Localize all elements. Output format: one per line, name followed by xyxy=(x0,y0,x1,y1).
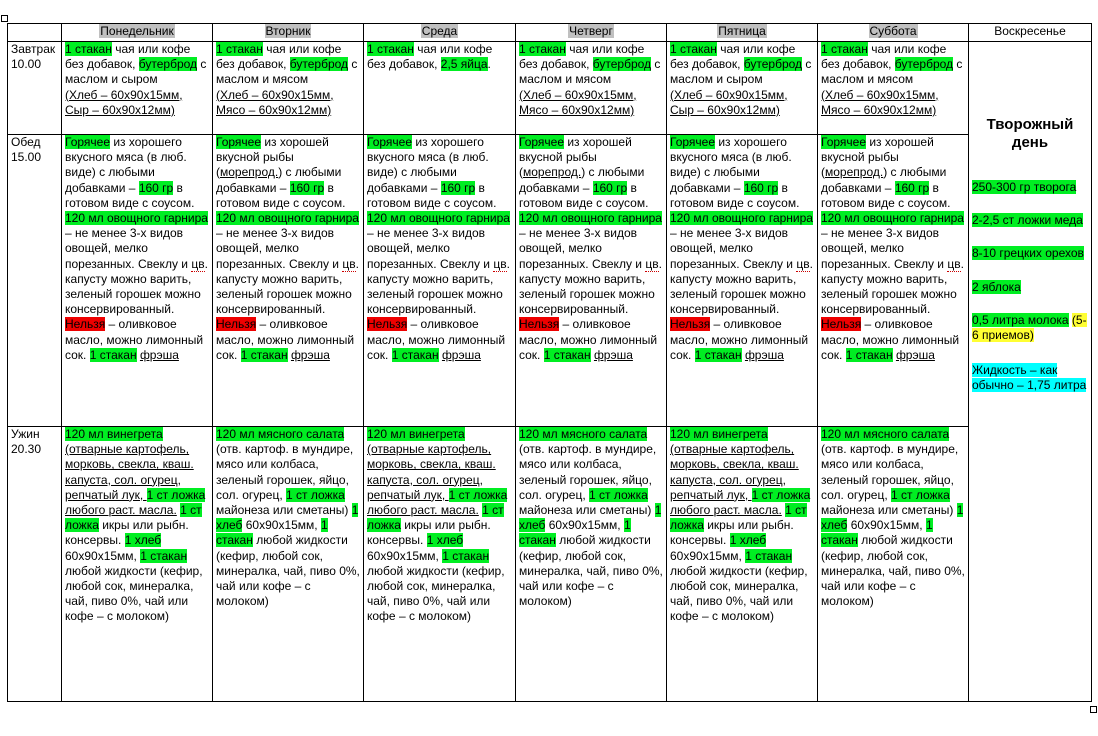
day-header-monday: Понедельник xyxy=(61,23,213,42)
dinner-cell-monday: 120 мл винегрета (отварные картофель, мо… xyxy=(61,426,213,702)
day-header-tuesday: Вторник xyxy=(212,23,364,42)
sunday-liquid: Жидкость – как обычно – 1,75 литра xyxy=(972,363,1087,393)
day-header-thursday: Четверг xyxy=(515,23,667,42)
lunch-cell-monday: Горячее из хорошего вкусного мяса (в люб… xyxy=(61,134,213,427)
sunday-cottage-day-cell: Творожный день 250-300 гр творога 2-2,5 … xyxy=(968,41,1092,702)
meal-plan-table: Понедельник Вторник Среда Четверг Пятниц… xyxy=(7,23,1092,702)
lunch-cell-wednesday: Горячее из хорошего вкусного мяса (в люб… xyxy=(363,134,516,427)
sunday-apples: 2 яблока xyxy=(972,279,1021,294)
breakfast-cell-wednesday: 1 стакан чая или кофе без добавок, 2,5 я… xyxy=(363,41,516,135)
breakfast-cell-monday: 1 стакан чая или кофе без добавок, бутер… xyxy=(61,41,213,135)
lunch-cell-tuesday: Горячее из хорошей вкусной рыбы (морепро… xyxy=(212,134,364,427)
dinner-cell-thursday: 120 мл мясного салата (отв. картоф. в му… xyxy=(515,426,667,702)
dinner-cell-saturday: 120 мл мясного салата (отв. картоф. в му… xyxy=(817,426,969,702)
lunch-row: Обед 15.00 Горячее из хорошего вкусного м… xyxy=(7,134,1092,427)
header-row: Понедельник Вторник Среда Четверг Пятниц… xyxy=(7,23,1092,42)
lunch-cell-saturday: Горячее из хорошей вкусной рыбы (морепро… xyxy=(817,134,969,427)
sunday-nuts: 8-10 грецких орехов xyxy=(972,246,1084,261)
meal-label-breakfast: Завтрак 10.00 xyxy=(7,41,62,135)
breakfast-cell-friday: 1 стакан чая или кофе без добавок, бутер… xyxy=(666,41,818,135)
breakfast-cell-tuesday: 1 стакан чая или кофе без добавок, бутер… xyxy=(212,41,364,135)
breakfast-cell-thursday: 1 стакан чая или кофе без добавок, бутер… xyxy=(515,41,667,135)
breakfast-cell-saturday: 1 стакан чая или кофе без добавок, бутер… xyxy=(817,41,969,135)
day-header-sunday: Воскресенье xyxy=(968,23,1092,42)
dinner-cell-tuesday: 120 мл мясного салата (отв. картоф. в му… xyxy=(212,426,364,702)
meal-label-dinner: Ужин 20.30 xyxy=(7,426,62,702)
dinner-row: Ужин 20.30 120 мл винегрета (отварные кар… xyxy=(7,426,1092,702)
corner-cell xyxy=(7,23,62,42)
sunday-milk: 0,5 литра молока (5-6 приемов) xyxy=(972,312,1087,343)
dinner-cell-wednesday: 120 мл винегрета (отварные картофель, мо… xyxy=(363,426,516,702)
lunch-cell-friday: Горячее из хорошего вкусного мяса (в люб… xyxy=(666,134,818,427)
dinner-cell-friday: 120 мл винегрета (отварные картофель, мо… xyxy=(666,426,818,702)
breakfast-row: Завтрак 10.00 1 стакан чая или кофе без д… xyxy=(7,41,1092,702)
meal-label-lunch: Обед 15.00 xyxy=(7,134,62,427)
day-header-wednesday: Среда xyxy=(363,23,516,42)
day-header-saturday: Суббота xyxy=(817,23,969,42)
lunch-cell-thursday: Горячее из хорошей вкусной рыбы (морепро… xyxy=(515,134,667,427)
table-anchor-handle[interactable] xyxy=(1,15,8,22)
table-resize-handle[interactable] xyxy=(1090,706,1097,713)
sunday-cottage: 250-300 гр творога xyxy=(972,180,1077,194)
day-header-friday: Пятница xyxy=(666,23,818,42)
sunday-title: Творожный день xyxy=(986,116,1074,151)
sunday-honey: 2-2,5 ст ложки меда xyxy=(972,213,1083,228)
